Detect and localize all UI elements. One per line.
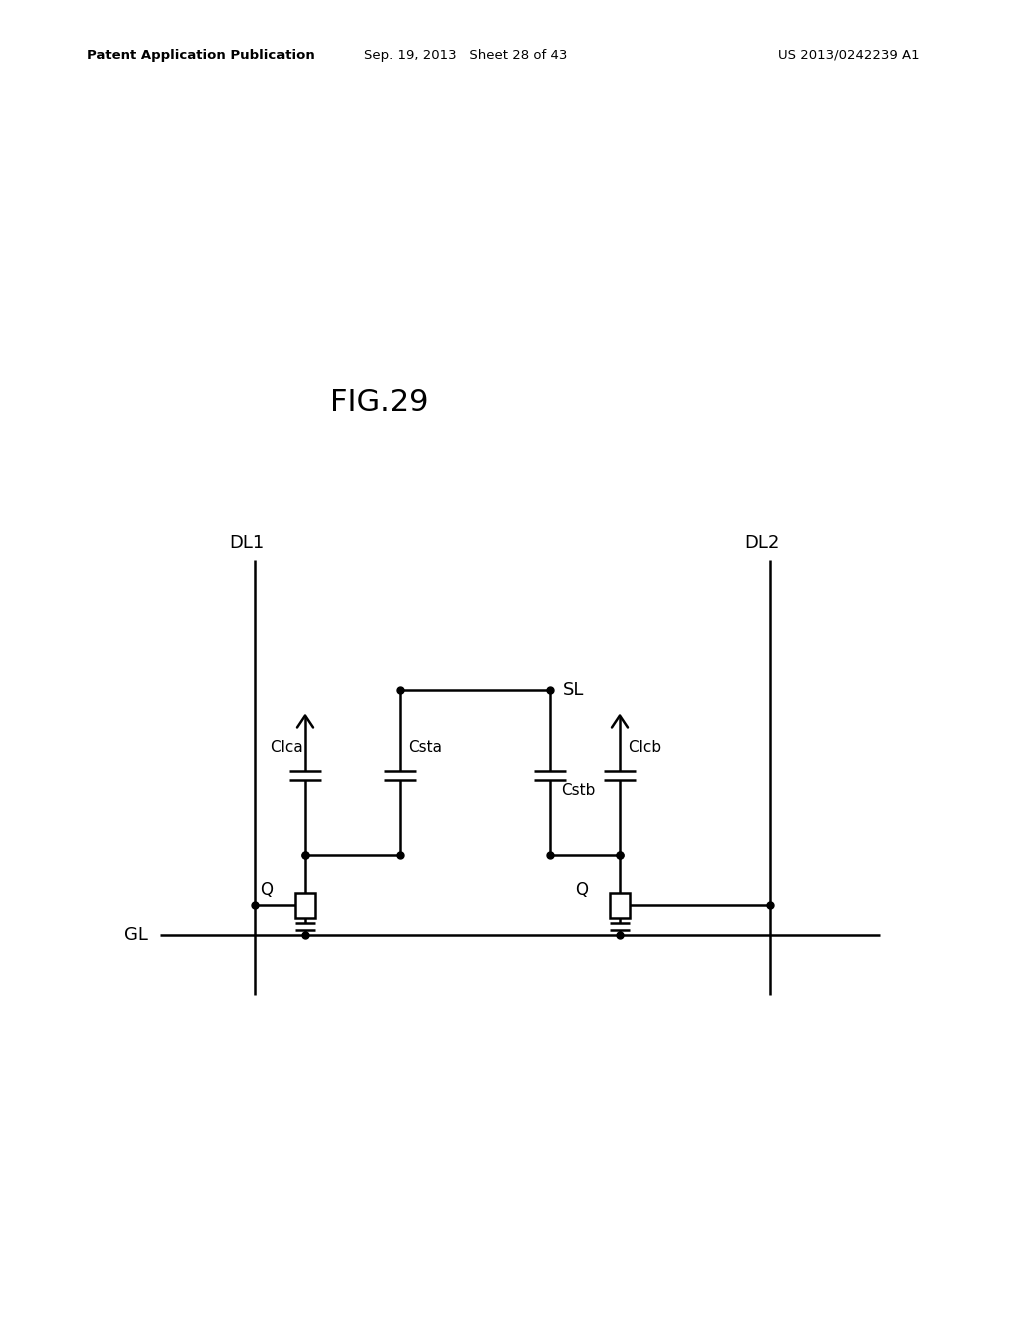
Text: Csta: Csta bbox=[408, 741, 442, 755]
Text: Cstb: Cstb bbox=[561, 783, 595, 799]
Text: FIG.29: FIG.29 bbox=[330, 388, 428, 417]
Text: DL2: DL2 bbox=[744, 535, 779, 552]
Text: Q: Q bbox=[260, 880, 273, 899]
Bar bbox=[295, 892, 315, 917]
Text: SL: SL bbox=[563, 681, 585, 700]
Text: Sep. 19, 2013   Sheet 28 of 43: Sep. 19, 2013 Sheet 28 of 43 bbox=[365, 49, 567, 62]
Text: DL1: DL1 bbox=[229, 535, 264, 552]
Bar bbox=[610, 892, 630, 917]
Text: Patent Application Publication: Patent Application Publication bbox=[87, 49, 314, 62]
Text: Clca: Clca bbox=[270, 741, 303, 755]
Text: Clcb: Clcb bbox=[629, 741, 662, 755]
Text: GL: GL bbox=[124, 927, 148, 944]
Text: US 2013/0242239 A1: US 2013/0242239 A1 bbox=[778, 49, 920, 62]
Text: Q: Q bbox=[575, 880, 589, 899]
